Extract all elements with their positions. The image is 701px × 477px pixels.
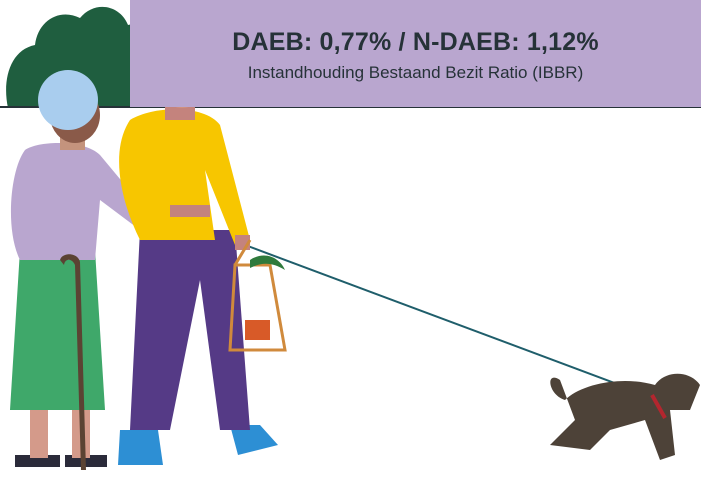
page: {"banner": {"title": "DAEB: 0,77% / N-DA… xyxy=(0,0,701,477)
banner-subtitle: Instandhouding Bestaand Bezit Ratio (IBB… xyxy=(248,63,583,83)
banner-title: DAEB: 0,77% / N-DAEB: 1,12% xyxy=(232,28,599,57)
dog xyxy=(550,374,700,460)
banner: DAEB: 0,77% / N-DAEB: 1,12% Instandhoudi… xyxy=(130,0,701,107)
leash xyxy=(245,245,660,400)
